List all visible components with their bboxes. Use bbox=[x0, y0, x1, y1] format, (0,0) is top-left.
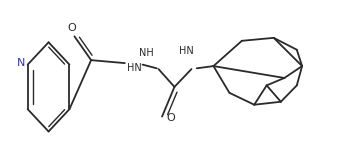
Text: HN: HN bbox=[179, 46, 193, 56]
Text: HN: HN bbox=[127, 63, 141, 73]
Text: O: O bbox=[167, 113, 175, 123]
Text: N: N bbox=[17, 58, 26, 68]
Text: O: O bbox=[67, 23, 76, 33]
Text: NH: NH bbox=[139, 48, 154, 58]
